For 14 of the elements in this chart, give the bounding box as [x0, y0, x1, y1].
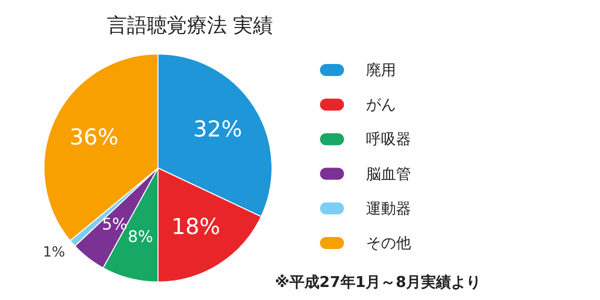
legend-label: 呼吸器	[366, 130, 411, 148]
data-label: 32%	[193, 118, 242, 143]
data-label: 8%	[128, 226, 154, 246]
data-label: 36%	[70, 125, 118, 150]
legend-label: がん	[366, 96, 396, 114]
data-label: 1%	[42, 244, 66, 261]
legend-label: 脳血管	[366, 164, 411, 183]
text: ※平成27年1月～8月実績より	[274, 273, 482, 291]
chart-title: 言語聴覚療法 実績	[106, 13, 274, 37]
legend-label: 運動器	[366, 199, 411, 218]
legend-label: その他	[366, 234, 411, 252]
legend-label: 廃用	[366, 61, 396, 79]
data-label: 18%	[171, 215, 220, 240]
data-label: 5%	[102, 214, 128, 234]
